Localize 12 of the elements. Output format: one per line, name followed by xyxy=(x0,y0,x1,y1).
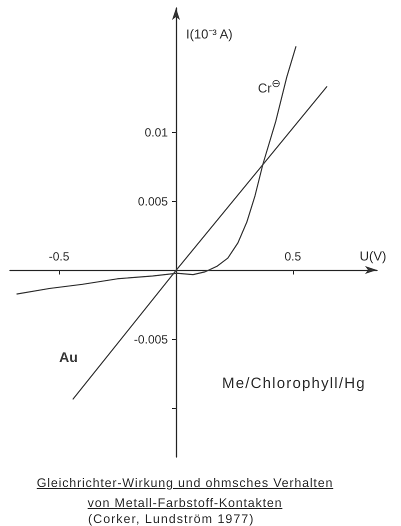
annotation: Me/Chlorophyll/Hg xyxy=(222,375,366,392)
text: (Corker, Lundström 1977) xyxy=(88,512,254,526)
y-tick-label: -0.005 xyxy=(134,332,168,347)
x-tick-label: -0.5 xyxy=(48,249,70,264)
x-tick-label: 0.5 xyxy=(284,249,302,264)
y-axis-title: I(10⁻³ A) xyxy=(186,26,233,42)
series-label: Cr$^{⊖}$ xyxy=(258,78,281,95)
x-axis-title: U(V) xyxy=(360,248,386,264)
y-tick-label: 0.005 xyxy=(138,194,168,208)
y-tick-label: 0.01 xyxy=(144,125,168,140)
text: Gleichrichter-Wirkung und ohmsches Verhalten von Metall-Farbstoff-Kontakten xyxy=(36,475,334,512)
series-label: Au xyxy=(59,348,78,365)
